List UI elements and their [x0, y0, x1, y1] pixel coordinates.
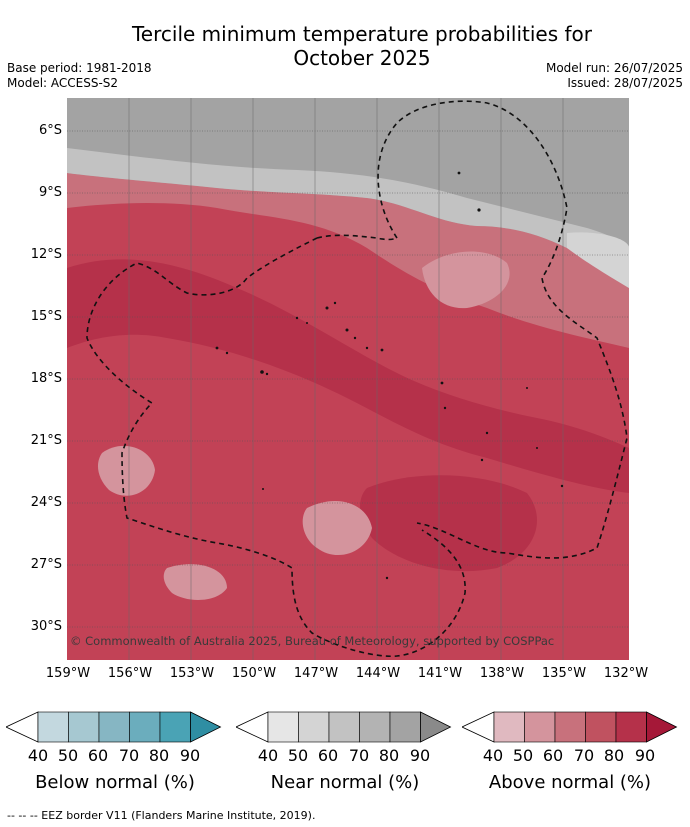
model-name: Model: ACCESS-S2	[7, 76, 119, 90]
colorbar-swatch	[554, 711, 586, 743]
issued-date: Issued: 28/07/2025	[567, 76, 683, 90]
tick-label: 90	[179, 746, 201, 765]
colorbar-swatch	[493, 711, 525, 743]
lon-label: 144°W	[355, 666, 401, 681]
below-normal-colorbar	[6, 711, 222, 743]
colorbar-swatch	[328, 711, 360, 743]
above-normal-pale-patch-east	[422, 251, 510, 309]
map-title: Tercile minimum temperature probabilitie…	[0, 22, 690, 70]
base-period: Base period: 1981-2018	[7, 61, 152, 75]
below-normal-swatches	[6, 711, 222, 743]
colorbar-swatch	[359, 711, 391, 743]
colorbar-extend-low	[462, 711, 495, 743]
lat-label: 9°S	[38, 185, 62, 200]
eez-border-central	[316, 234, 398, 241]
tick-label: 50	[287, 746, 309, 765]
tick-label: 90	[409, 746, 431, 765]
tick-label: 40	[27, 746, 49, 765]
below-normal-title: Below normal (%)	[35, 772, 195, 793]
colorbar-extend-low	[6, 711, 39, 743]
meta-right: Model run: 26/07/2025 Issued: 28/07/2025	[546, 61, 683, 91]
colorbar-swatch	[129, 711, 161, 743]
tick-label: 60	[317, 746, 339, 765]
above-normal-pale-patch-south	[302, 500, 372, 556]
colorbar-swatch	[615, 711, 647, 743]
colorbar-swatch	[524, 711, 556, 743]
lon-label: 135°W	[541, 666, 587, 681]
tick-label: 80	[378, 746, 400, 765]
lon-label: 147°W	[293, 666, 339, 681]
lat-label: 6°S	[38, 123, 62, 138]
lon-label: 156°W	[107, 666, 153, 681]
eez-border-west	[86, 237, 466, 658]
lon-label: 132°W	[603, 666, 649, 681]
tick-label: 80	[603, 746, 625, 765]
near-normal-light-band	[67, 148, 629, 288]
meta-left: Base period: 1981-2018 Model: ACCESS-S2	[7, 61, 152, 91]
eez-footnote: -- -- -- EEZ border V11 (Flanders Marine…	[7, 809, 316, 822]
above-normal-pale-patch-southwest	[163, 564, 227, 600]
colorbar-swatch	[159, 711, 191, 743]
copyright-credit: © Commonwealth of Australia 2025, Bureau…	[70, 634, 554, 648]
lat-label: 30°S	[30, 619, 62, 634]
colorbar-extend-low	[236, 711, 269, 743]
above-normal-dark-patch-south	[360, 475, 537, 572]
tick-label: 40	[257, 746, 279, 765]
near-normal-title: Near normal (%)	[270, 772, 420, 793]
tick-label: 50	[57, 746, 79, 765]
title-line-1: Tercile minimum temperature probabilitie…	[131, 22, 593, 46]
grid-lines	[67, 130, 629, 628]
lon-label: 138°W	[479, 666, 525, 681]
tick-label: 80	[148, 746, 170, 765]
lon-label: 159°W	[45, 666, 91, 681]
lat-label: 27°S	[30, 557, 62, 572]
tick-label: 60	[87, 746, 109, 765]
lon-label: 153°W	[169, 666, 215, 681]
above-normal-colorbar	[462, 711, 678, 743]
colorbar-swatch	[68, 711, 100, 743]
tick-label: 60	[542, 746, 564, 765]
tick-label: 90	[634, 746, 656, 765]
above-normal-pale-patch-west	[97, 445, 155, 496]
lat-label: 12°S	[30, 247, 62, 262]
colorbar-swatch	[267, 711, 299, 743]
above-normal-swatches	[462, 711, 678, 743]
lon-label: 150°W	[231, 666, 277, 681]
tick-label: 70	[118, 746, 140, 765]
colorbar-swatch	[298, 711, 330, 743]
lat-label: 21°S	[30, 433, 62, 448]
tick-label: 70	[573, 746, 595, 765]
probability-map: © Commonwealth of Australia 2025, Bureau…	[67, 98, 629, 660]
near-normal-colorbar	[236, 711, 452, 743]
tick-label: 70	[348, 746, 370, 765]
islands	[215, 171, 564, 580]
colorbar-swatch	[389, 711, 421, 743]
model-run: Model run: 26/07/2025	[545, 61, 683, 75]
above-normal-dark-band	[67, 259, 629, 493]
colorbar-extend-high	[646, 711, 678, 743]
colorbar-extend-high	[420, 711, 452, 743]
lon-label: 141°W	[417, 666, 463, 681]
lat-label: 18°S	[30, 371, 62, 386]
near-normal-swatches	[236, 711, 452, 743]
colorbar-swatch	[98, 711, 130, 743]
longitude-lines	[128, 98, 564, 660]
title-line-2: October 2025	[293, 46, 431, 70]
above-normal-title: Above normal (%)	[488, 772, 652, 793]
colorbar-extend-high	[190, 711, 222, 743]
lat-label: 15°S	[30, 309, 62, 324]
tick-label: 40	[482, 746, 504, 765]
colorbar-swatch	[585, 711, 617, 743]
colorbar-swatch	[37, 711, 69, 743]
tick-label: 50	[512, 746, 534, 765]
lat-label: 24°S	[30, 495, 62, 510]
near-normal-pale-patch	[567, 232, 629, 288]
